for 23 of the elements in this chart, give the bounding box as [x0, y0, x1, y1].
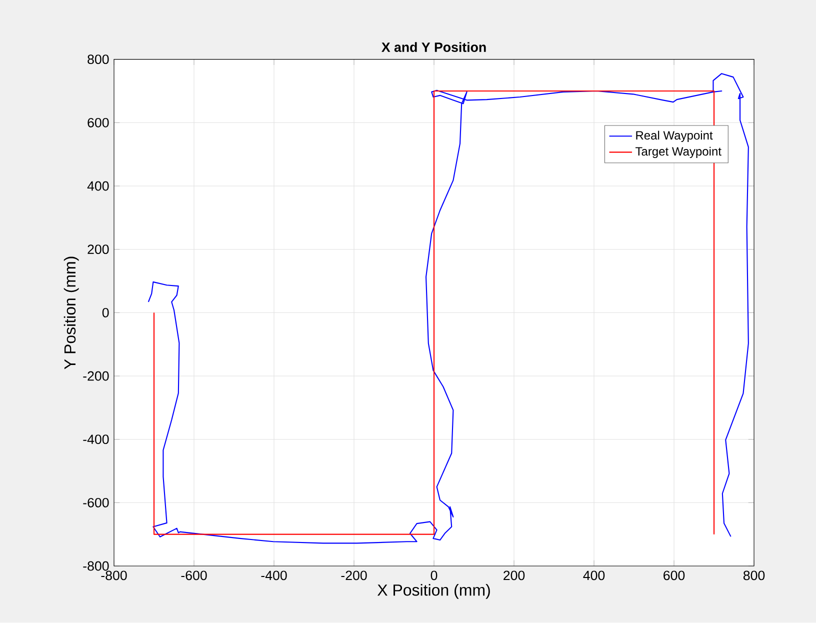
- y-tick-label: -400: [83, 434, 109, 444]
- x-tick-label: 800: [743, 570, 765, 580]
- y-tick-label: 200: [88, 244, 109, 254]
- chart-title: X and Y Position: [382, 42, 486, 52]
- y-axis-title: Y Position (mm): [64, 256, 79, 370]
- y-tick-label: -600: [83, 498, 109, 508]
- x-tick-label: 200: [504, 570, 525, 580]
- legend-label: Target Waypoint: [635, 146, 722, 158]
- x-tick-label: 0: [430, 570, 438, 580]
- x-tick-label: -400: [261, 570, 287, 580]
- y-tick-label: 0: [102, 308, 109, 318]
- y-tick-label: 600: [88, 118, 109, 128]
- x-tick-label: -600: [181, 570, 207, 580]
- x-tick-label: 600: [664, 570, 685, 580]
- x-tick-label: -200: [341, 570, 367, 580]
- legend-label: Real Waypoint: [636, 130, 713, 142]
- x-axis-title: X Position (mm): [377, 584, 490, 600]
- y-tick-label: -800: [83, 561, 109, 571]
- y-tick-label: -200: [83, 371, 109, 381]
- x-tick-label: 400: [583, 570, 605, 580]
- x-tick-label: -800: [101, 570, 127, 580]
- y-tick-label: 800: [88, 54, 109, 64]
- y-tick-label: 400: [87, 181, 109, 191]
